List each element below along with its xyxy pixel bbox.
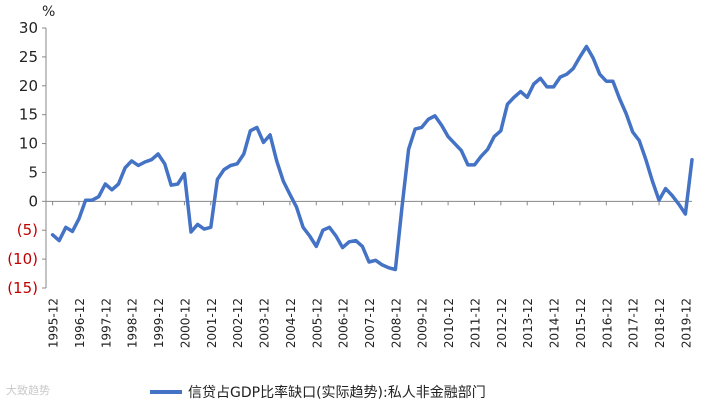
y-unit-label: %	[42, 4, 55, 20]
x-tick-label: 2017-12	[627, 298, 641, 348]
x-tick-label: 2018-12	[653, 298, 667, 348]
y-tick-label: (15)	[7, 279, 38, 297]
y-tick-label: 5	[28, 163, 38, 181]
x-tick-label: 2016-12	[600, 298, 614, 348]
x-tick-label: 2010-12	[442, 298, 456, 348]
y-tick-label: (10)	[7, 250, 38, 268]
x-tick-label: 2002-12	[231, 298, 245, 348]
x-tick-label: 2012-12	[495, 298, 509, 348]
y-tick-label: 15	[19, 106, 38, 124]
x-tick-label: 2009-12	[416, 298, 430, 348]
x-tick-label: 2006-12	[337, 298, 351, 348]
x-tick-label: 2007-12	[363, 298, 377, 348]
x-tick-label: 2001-12	[205, 298, 219, 348]
x-tick-label: 2011-12	[468, 298, 482, 348]
legend-label: 信贷占GDP比率缺口(实际趋势):私人非金融部门	[188, 385, 486, 401]
y-axis: 30 25 20 15 10 5 0 (5) (10) (15)	[7, 19, 47, 297]
x-axis: 1995-12 1996-12 1997-12 1998-12 1999-12 2000-…	[46, 200, 693, 348]
watermark-text: 大致趋势	[6, 384, 50, 397]
x-tick-label: 1999-12	[152, 298, 166, 348]
x-tick-label: 1996-12	[73, 298, 87, 348]
x-tick-label: 2005-12	[310, 298, 324, 348]
x-tick-label: 2004-12	[284, 298, 298, 348]
x-tick-label: 2015-12	[574, 298, 588, 348]
x-tick-label: 2000-12	[178, 298, 192, 348]
x-tick-label: 2013-12	[521, 298, 535, 348]
y-tick-label: 25	[19, 48, 38, 66]
chart: % 30 25 20 15 10 5 0 (5) (10) (15) 1995-12 1996-12…	[7, 4, 694, 348]
series-line	[50, 44, 694, 272]
x-tick-label: 2003-12	[258, 298, 272, 348]
legend-swatch	[150, 390, 182, 394]
y-tick-label: 20	[19, 77, 38, 95]
x-tick-label: 1998-12	[126, 298, 140, 348]
x-tick-label: 2014-12	[548, 298, 562, 348]
x-tick-label: 1995-12	[47, 298, 61, 348]
x-tick-label: 2019-12	[679, 298, 693, 348]
series-layer	[50, 44, 694, 272]
legend: 信贷占GDP比率缺口(实际趋势):私人非金融部门	[150, 382, 486, 402]
y-tick-label: 0	[28, 192, 38, 210]
y-tick-label: 10	[19, 135, 38, 153]
y-tick-label: 30	[19, 19, 38, 37]
x-tick-label: 1997-12	[99, 298, 113, 348]
y-tick-label: (5)	[17, 221, 38, 239]
x-tick-label: 2008-12	[389, 298, 403, 348]
